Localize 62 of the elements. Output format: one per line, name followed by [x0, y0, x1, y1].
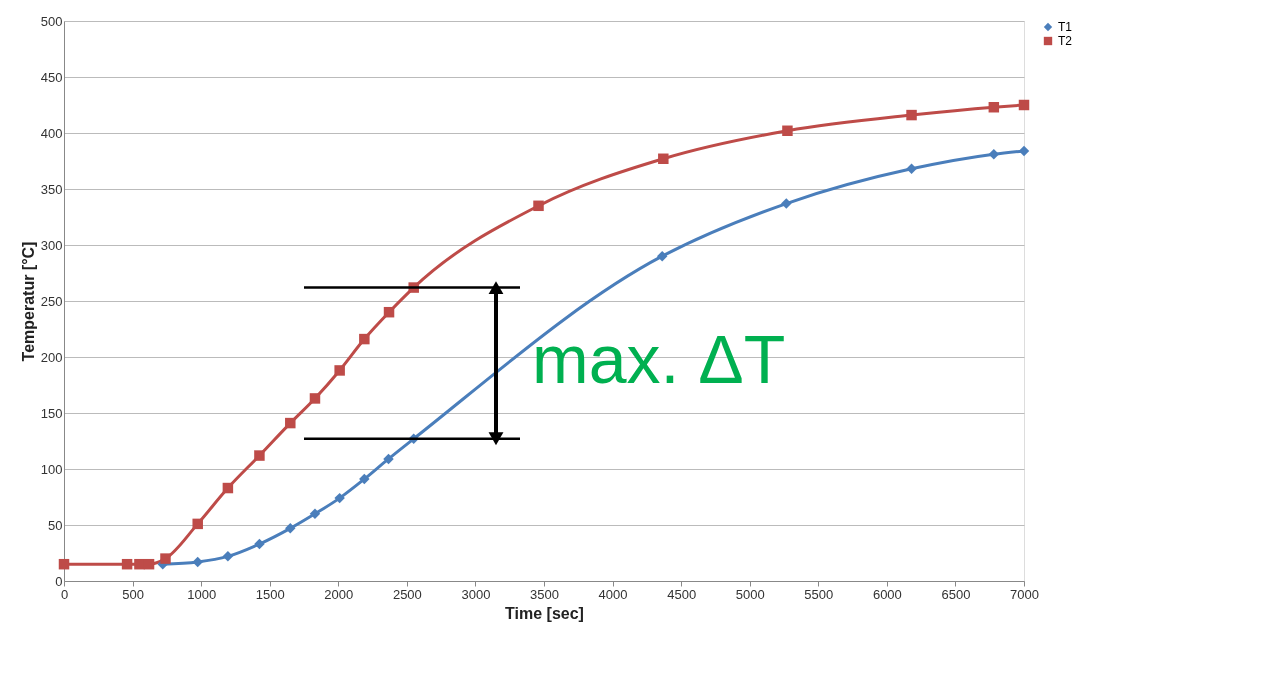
- point: [988, 149, 1000, 160]
- point: [906, 109, 917, 121]
- point: [309, 508, 321, 520]
- point: [143, 558, 155, 570]
- point: [782, 125, 793, 136]
- y-tick-label: 50: [48, 517, 63, 533]
- point: [309, 393, 321, 404]
- x-tick-label: 500: [122, 586, 144, 602]
- point: [383, 453, 394, 465]
- point: [781, 198, 792, 209]
- y-tick-label: 250: [40, 293, 63, 309]
- point: [121, 558, 133, 570]
- point: [192, 518, 203, 530]
- point: [906, 163, 917, 175]
- x-tick-label: 6000: [872, 586, 902, 602]
- y-tick-label: 400: [40, 125, 63, 141]
- y-tick-label: 350: [40, 181, 63, 197]
- point: [254, 538, 265, 550]
- y-tick-label: 100: [40, 461, 63, 477]
- point: [359, 473, 370, 485]
- point: [1018, 99, 1030, 111]
- y-tick-label: 500: [40, 13, 63, 29]
- x-tick-label: 5000: [735, 586, 765, 602]
- point: [134, 558, 145, 570]
- point: [533, 200, 544, 212]
- x-tick-label: 7000: [1010, 586, 1039, 602]
- point: [160, 553, 171, 564]
- point: [988, 102, 1000, 113]
- legend-label: T1: [1058, 20, 1073, 34]
- y-tick-label: 0: [55, 573, 63, 589]
- point: [383, 306, 395, 318]
- point: [58, 558, 70, 570]
- point: [285, 523, 296, 534]
- point: [192, 556, 203, 568]
- x-tick-label: 1500: [255, 586, 285, 602]
- y-tick-label: 200: [40, 349, 63, 365]
- x-tick-label: 1000: [187, 586, 217, 602]
- x-tick-label: 2000: [324, 586, 354, 602]
- point: [222, 551, 234, 562]
- y-axis-title: Temperatur [°C]: [19, 241, 37, 362]
- x-axis-title: Time [sec]: [505, 604, 584, 622]
- point: [254, 450, 265, 461]
- x-tick-label: 4000: [598, 586, 628, 602]
- point: [658, 153, 669, 164]
- y-tick-label: 150: [40, 405, 63, 421]
- x-tick-label: 3500: [530, 586, 559, 602]
- point: [656, 250, 668, 262]
- annotation: max. ΔT: [532, 320, 786, 397]
- point: [359, 333, 370, 345]
- x-tick-label: 3000: [461, 586, 491, 602]
- x-tick-label: 2500: [392, 586, 422, 602]
- y-tick-label: 300: [40, 237, 63, 253]
- x-tick-label: 6500: [941, 586, 971, 602]
- point: [285, 417, 296, 429]
- x-tick-label: 4500: [667, 586, 697, 602]
- y-tick-label: 450: [40, 69, 63, 85]
- point: [334, 365, 345, 376]
- x-tick-label: 5500: [804, 586, 834, 602]
- point: [1018, 145, 1030, 157]
- legend-label: T2: [1058, 34, 1073, 48]
- point: [222, 482, 234, 494]
- point: [334, 492, 345, 504]
